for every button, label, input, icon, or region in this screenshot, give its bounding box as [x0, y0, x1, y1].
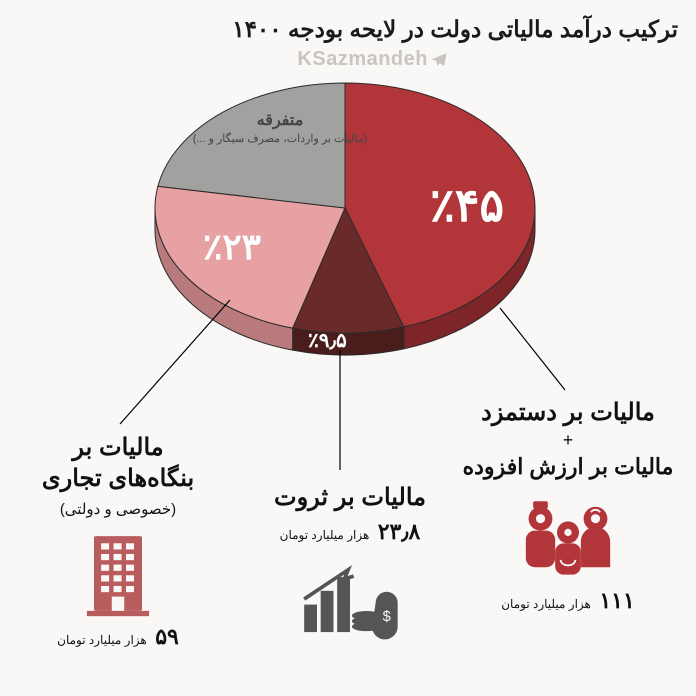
amount-unit: هزار میلیارد تومان	[57, 633, 147, 647]
wealth-icon: $	[295, 555, 405, 645]
telegram-icon	[430, 51, 448, 69]
slice-label-misc: متفرقه (مالیات بر واردات، مصرف سیگار و .…	[185, 110, 375, 145]
amount-value: ۲۳٫۸	[378, 519, 421, 544]
people-icon	[513, 492, 623, 582]
page-title: ترکیب درآمد مالیاتی دولت در لایحه بودجه …	[232, 16, 678, 43]
amount-unit: هزار میلیارد تومان	[501, 597, 591, 611]
amount-value: ۱۱۱	[599, 588, 634, 613]
section-wage-vat: مالیات بر دستمزد + مالیات بر ارزش افزوده…	[458, 397, 678, 614]
building-icon	[63, 528, 173, 618]
amount-value: ۵۹	[155, 624, 179, 649]
svg-text:$: $	[383, 609, 391, 625]
section-corporate: مالیات بر بنگاه‌های تجاری (خصوصی و دولتی…	[18, 432, 218, 650]
section-wealth: مالیات بر ثروت ۲۳٫۸ هزار میلیارد تومان $	[250, 482, 450, 651]
amount-unit: هزار میلیارد تومان	[280, 528, 370, 542]
watermark: KSazmandeh	[297, 48, 448, 71]
